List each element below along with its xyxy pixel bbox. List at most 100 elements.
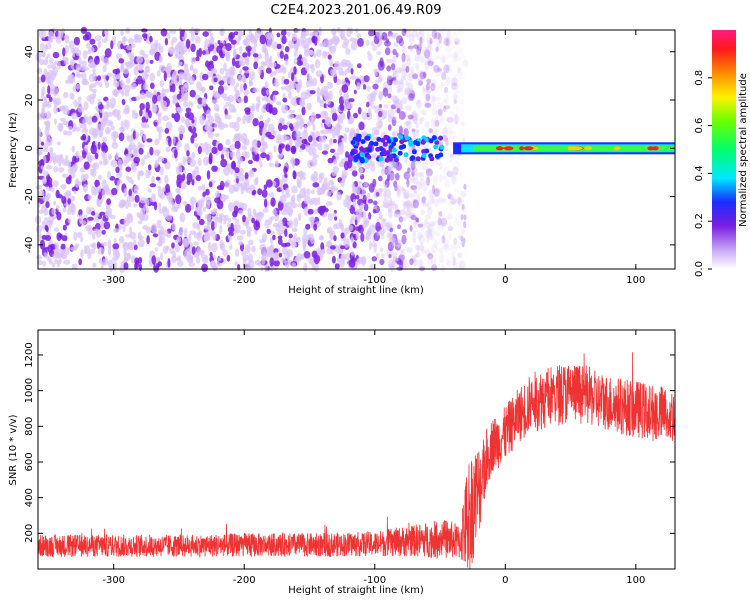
spectrogram-cell — [245, 187, 253, 194]
spectrogram-cell — [51, 262, 56, 268]
spectrogram-cell — [333, 223, 337, 230]
spectrogram-cell — [417, 193, 421, 201]
spectrogram-cell — [248, 239, 254, 246]
spectrogram-cell — [421, 116, 425, 122]
spectrogram-cell — [159, 80, 165, 88]
spectrogram-cell — [392, 76, 397, 82]
spectrogram-cell — [258, 120, 265, 129]
spectrogram-cell — [321, 184, 326, 194]
spectrogram-cell — [455, 105, 459, 115]
spectrogram-cell — [398, 216, 404, 223]
spectrogram-cell — [159, 54, 163, 64]
spectrogram-cell — [263, 198, 268, 208]
spectrogram-cell — [442, 197, 447, 204]
spectrogram-cell — [178, 74, 183, 84]
spectrogram-cell — [62, 47, 66, 57]
spectrogram-cell — [174, 149, 178, 159]
spectrogram-cell — [411, 254, 418, 259]
spectrogram-cell — [100, 151, 106, 157]
spectrogram-cell — [192, 222, 200, 229]
spectrogram-cell — [245, 220, 250, 227]
spectrogram-cell — [175, 165, 180, 175]
spectrogram-cell — [391, 147, 397, 153]
spectrogram-cell — [445, 214, 453, 219]
spectrogram-cell — [97, 75, 102, 81]
spectrogram-cell — [327, 213, 333, 221]
spectrogram-cell — [288, 91, 292, 100]
spectrogram-cell — [220, 154, 225, 160]
spectrogram-cell — [394, 98, 400, 109]
spectrogram-cell — [214, 221, 218, 229]
spectrogram-cell — [211, 165, 218, 172]
spectrogram-y-label: Frequency (Hz) — [8, 112, 19, 188]
spectrogram-cell — [418, 117, 423, 125]
spectrogram-cell — [230, 161, 237, 170]
spectrogram-cell — [367, 107, 372, 117]
spectrogram-cell — [145, 112, 149, 119]
spectrogram-cell — [307, 50, 314, 55]
spectrogram-cell — [441, 235, 446, 244]
spectrogram-cell — [135, 95, 140, 101]
spectrogram-cell — [107, 111, 114, 118]
spectrogram-cell — [446, 30, 451, 38]
spectrogram-cell — [167, 258, 171, 268]
spectrogram-cell — [353, 165, 357, 172]
spectrogram-cell — [431, 94, 436, 102]
spectrogram-cell — [252, 53, 259, 58]
spectrogram-cell — [455, 121, 459, 126]
y-tick-label: -40 — [24, 237, 35, 253]
spectrogram-cell — [171, 83, 176, 93]
spectrogram-cell — [431, 29, 437, 40]
spectrogram-cell — [202, 31, 209, 37]
spectrogram-cell — [291, 262, 296, 268]
spectrogram-cell — [401, 255, 405, 260]
spectrogram-cell — [162, 245, 169, 255]
spectrogram-cell — [396, 260, 404, 266]
spectrogram-cell — [297, 212, 302, 222]
spectrogram-cell — [395, 98, 402, 105]
spectrogram-cell — [244, 244, 251, 254]
spectrogram-cell — [102, 258, 106, 266]
spectrogram-cell — [242, 52, 248, 58]
spectrogram-cell — [107, 239, 112, 249]
spectrogram-cell — [296, 193, 304, 199]
spectrogram-cell — [323, 177, 328, 182]
spectrogram-cell — [103, 56, 110, 66]
spectrogram-cell — [443, 37, 449, 46]
spectrogram-cell — [396, 85, 401, 94]
spectrogram-cell — [154, 150, 161, 157]
spectrogram-cell — [47, 244, 53, 254]
spectrogram-cell — [424, 49, 431, 59]
spectrogram-cell — [133, 185, 140, 192]
spectrogram-cell — [385, 188, 392, 199]
spectrogram-cell — [395, 239, 398, 246]
spectrogram-cell — [426, 176, 430, 187]
spectrogram-cell — [436, 67, 443, 72]
spectrogram-cell — [232, 186, 238, 192]
spectrogram-cell — [103, 221, 111, 230]
spectrogram-cell — [165, 191, 172, 200]
spectrogram-cell — [228, 202, 234, 212]
spectrogram-cell — [286, 221, 293, 226]
spectrogram-cell — [348, 258, 356, 268]
spectrogram-cell — [134, 262, 138, 270]
spectrogram-cell — [290, 125, 294, 132]
spectrogram-cell — [102, 136, 107, 143]
spectrogram-cell — [177, 107, 183, 114]
spectrogram-cell — [217, 85, 225, 95]
spectrogram-cell — [182, 101, 189, 108]
spectrogram-cell — [287, 71, 292, 78]
spectrogram-cell — [311, 36, 318, 43]
spectrogram-cell — [355, 233, 360, 240]
spectrogram-cell — [434, 116, 439, 123]
spectrogram-cell — [149, 72, 155, 82]
spectrogram-cell — [442, 39, 447, 47]
spectrogram-cell — [266, 154, 270, 161]
spectrogram-cell — [98, 174, 102, 181]
spectrogram-cell — [428, 189, 433, 198]
spectrogram-cell — [362, 210, 367, 220]
spectrogram-cell — [438, 33, 442, 44]
spectrogram-cell — [143, 204, 147, 212]
spectrogram-cell — [236, 29, 243, 39]
